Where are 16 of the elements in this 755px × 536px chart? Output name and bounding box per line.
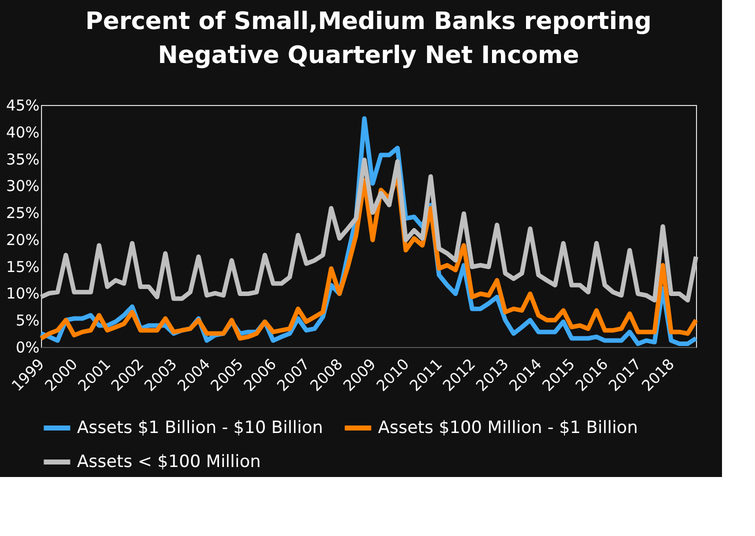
y-tick-label: 25% (6, 204, 40, 222)
y-tick-label: 45% (6, 96, 40, 114)
y-tick-label: 15% (6, 258, 40, 276)
line-series (38, 158, 698, 302)
y-tick-label: 35% (6, 150, 40, 168)
legend-label: Assets < $100 Million (77, 452, 261, 472)
y-tick-label: 20% (6, 230, 40, 249)
text: Percent of Small,Medium Banks reporting (85, 7, 652, 35)
y-tick-label: 10% (6, 284, 40, 303)
text: Negative Quarterly Net Income (158, 41, 580, 69)
y-tick-label: 5% (16, 312, 40, 330)
y-tick-label: 30% (6, 177, 40, 196)
y-tick-label: 40% (6, 123, 40, 142)
legend-label: Assets $1 Billion - $10 Billion (77, 418, 324, 438)
y-tick-label: 0% (16, 338, 40, 356)
legend-label: Assets $100 Million - $1 Billion (378, 418, 638, 438)
